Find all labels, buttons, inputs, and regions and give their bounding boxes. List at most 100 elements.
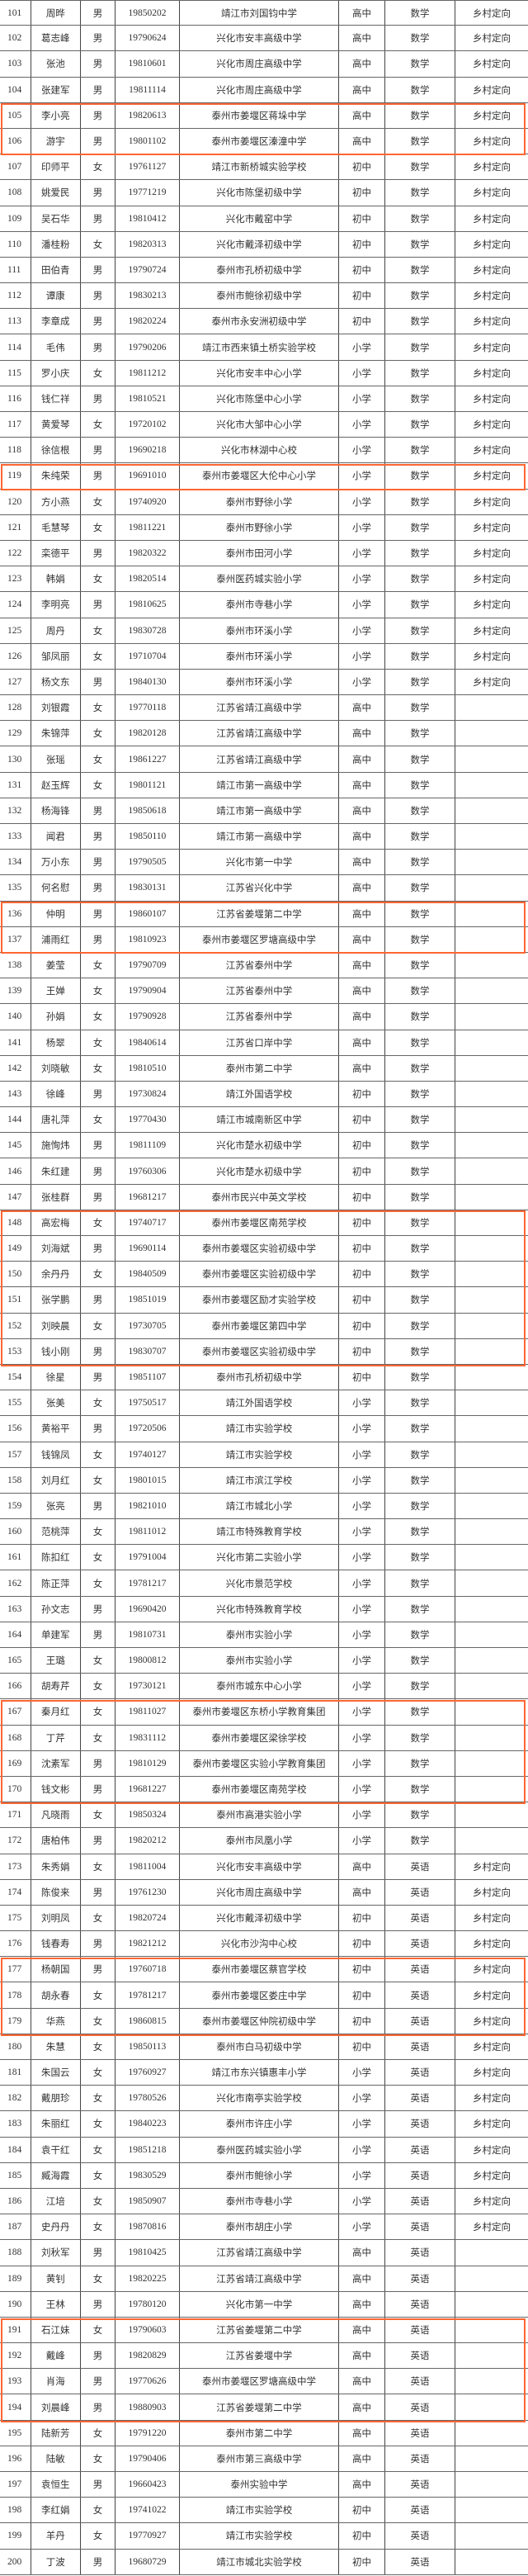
table-row: 195 陆新芳女 19791220 泰州市第二中学 高中 英语	[0, 2420, 528, 2446]
school-cell: 泰州市环溪小学	[180, 643, 339, 669]
remark-cell: 乡村定向	[473, 8, 511, 19]
subject-cell: 英语	[385, 2086, 455, 2111]
gender-cell: 女	[81, 2188, 116, 2214]
school-level-cell: 小学	[339, 1648, 385, 1674]
birth-date-cell: 19811109	[116, 1133, 180, 1158]
subject-cell: 数学	[385, 1802, 455, 1828]
teacher-name-cell: 石江妹	[31, 2317, 81, 2343]
birth-date-cell: 19690420	[116, 1596, 180, 1622]
row-number-cell: 200	[0, 2549, 31, 2574]
gender-cell: 男	[81, 901, 116, 926]
school-level-cell: 小学	[339, 2214, 385, 2240]
remark-cell	[455, 1494, 528, 1518]
school-cell: 泰州市高港实验小学	[180, 1802, 339, 1828]
subject-cell: 数学	[385, 1262, 455, 1287]
subject-cell: 英语	[385, 2111, 455, 2137]
school-level-cell: 小学	[339, 1416, 385, 1442]
table-row: 199 羊丹女 19770927 靖江市实验学校 初中 英语	[0, 2523, 528, 2550]
remark-cell	[455, 773, 528, 798]
school-cell: 兴化市安丰高级中学	[180, 26, 339, 51]
school-cell: 江苏省泰州中学	[180, 952, 339, 978]
remark-cell	[455, 2266, 528, 2291]
school-level-cell: 小学	[339, 618, 385, 643]
gender-cell: 男	[81, 1776, 116, 1802]
gender-cell: 女	[81, 2446, 116, 2471]
row-number-cell: 147	[0, 1184, 31, 1210]
school-level-cell: 初中	[339, 1210, 385, 1235]
table-row: 175 刘明凤女 19820724 兴化市戴泽初级中学 初中 英语 乡村定向	[0, 1905, 528, 1932]
subject-cell: 数学	[385, 26, 455, 51]
school-cell: 兴化市周庄高级中学	[180, 77, 339, 102]
birth-date-cell: 19820829	[116, 2343, 180, 2369]
birth-date-cell: 19790709	[116, 952, 180, 978]
subject-cell: 数学	[385, 669, 455, 695]
teacher-name-cell: 徐星	[31, 1364, 81, 1390]
school-cell: 泰州市姜堰区罗塘高级中学	[180, 2369, 339, 2394]
school-level-cell: 小学	[339, 463, 385, 489]
school-cell: 泰州市姜堰区蒋垛中学	[180, 102, 339, 128]
teacher-name-cell: 罗小庆	[31, 360, 81, 386]
subject-cell: 数学	[385, 51, 455, 77]
row-number-cell: 169	[0, 1750, 31, 1776]
gender-cell: 男	[81, 77, 116, 102]
teacher-name-cell: 沈素军	[31, 1750, 81, 1776]
teacher-name-cell: 杨翠	[31, 1030, 81, 1055]
birth-date-cell: 19850618	[116, 798, 180, 823]
teacher-name-cell: 戴峰	[31, 2343, 81, 2369]
table-row: 102 葛志峰男 19790624 兴化市安丰高级中学 高中 数学 乡村定向	[0, 26, 528, 52]
teacher-name-cell: 丁芹	[31, 1725, 81, 1750]
row-number-cell: 198	[0, 2498, 31, 2523]
subject-cell: 英语	[385, 2369, 455, 2394]
school-level-cell: 高中	[339, 2343, 385, 2369]
school-cell: 靖江市西来镇土桥实验学校	[180, 334, 339, 360]
table-row: 113 李章成男 19820224 泰州市永安洲初级中学 初中 数学 乡村定向	[0, 309, 528, 335]
teacher-name-cell: 陆敏	[31, 2446, 81, 2471]
birth-date-cell: 19830131	[116, 875, 180, 901]
birth-date-cell: 19831112	[116, 1725, 180, 1750]
teacher-name-cell: 徐峰	[31, 1081, 81, 1107]
gender-cell: 女	[81, 1982, 116, 2008]
table-row: 114 毛伟男 19790206 靖江市西来镇土桥实验学校 小学 数学 乡村定向	[0, 334, 528, 361]
table-row: 182 戴朋珍女 19780526 兴化市南亭实验学校 小学 英语 乡村定向	[0, 2086, 528, 2112]
school-level-cell: 小学	[339, 334, 385, 360]
school-level-cell: 小学	[339, 1570, 385, 1596]
teacher-name-cell: 钱小刚	[31, 1338, 81, 1364]
remark-cell: 乡村定向	[473, 214, 511, 225]
school-level-cell: 初中	[339, 1905, 385, 1931]
gender-cell: 男	[81, 2394, 116, 2420]
teacher-name-cell: 杨海锋	[31, 798, 81, 823]
school-cell: 靖江市第一高级中学	[180, 824, 339, 850]
remark-cell	[455, 798, 528, 823]
table-row: 141 杨翠女 19840614 江苏省口岸中学 高中 数学	[0, 1030, 528, 1056]
birth-date-cell: 19860107	[116, 901, 180, 926]
school-cell: 泰州市姜堰区蔡官学校	[180, 1957, 339, 1982]
birth-date-cell: 19760718	[116, 1957, 180, 1982]
school-level-cell: 高中	[339, 1030, 385, 1055]
subject-cell: 数学	[385, 695, 455, 721]
table-row: 125 周丹女 19830728 泰州市环溪小学 小学 数学 乡村定向	[0, 618, 528, 644]
row-number-cell: 104	[0, 77, 31, 102]
school-level-cell: 初中	[339, 2008, 385, 2034]
teacher-name-cell: 朱纯荣	[31, 463, 81, 489]
subject-cell: 数学	[385, 1674, 455, 1699]
subject-cell: 数学	[385, 1, 455, 26]
gender-cell: 女	[81, 2420, 116, 2446]
remark-cell	[455, 2394, 528, 2419]
birth-date-cell: 19820224	[116, 309, 180, 334]
teacher-name-cell: 袁干红	[31, 2137, 81, 2162]
gender-cell: 男	[81, 540, 116, 566]
table-row: 108 姚爱民男 19771219 兴化市陈堡初级中学 初中 数学 乡村定向	[0, 180, 528, 206]
row-number-cell: 186	[0, 2188, 31, 2214]
school-level-cell: 小学	[339, 2137, 385, 2162]
table-row: 147 张桂群男 19681217 泰州市民兴中英文学校 初中 数学	[0, 1184, 528, 1210]
school-cell: 泰州市姜堰区仲院初级中学	[180, 2008, 339, 2034]
teacher-name-cell: 钱锦凤	[31, 1442, 81, 1467]
subject-cell: 数学	[385, 1158, 455, 1184]
gender-cell: 女	[81, 360, 116, 386]
school-cell: 靖江市特殊教育学校	[180, 1519, 339, 1545]
table-row: 137 浦雨红男 19810923 泰州市姜堰区罗塘高级中学 高中 数学	[0, 926, 528, 953]
subject-cell: 数学	[385, 309, 455, 334]
gender-cell: 女	[81, 2162, 116, 2188]
teacher-name-cell: 秦月红	[31, 1699, 81, 1725]
remark-cell: 乡村定向	[473, 85, 511, 96]
